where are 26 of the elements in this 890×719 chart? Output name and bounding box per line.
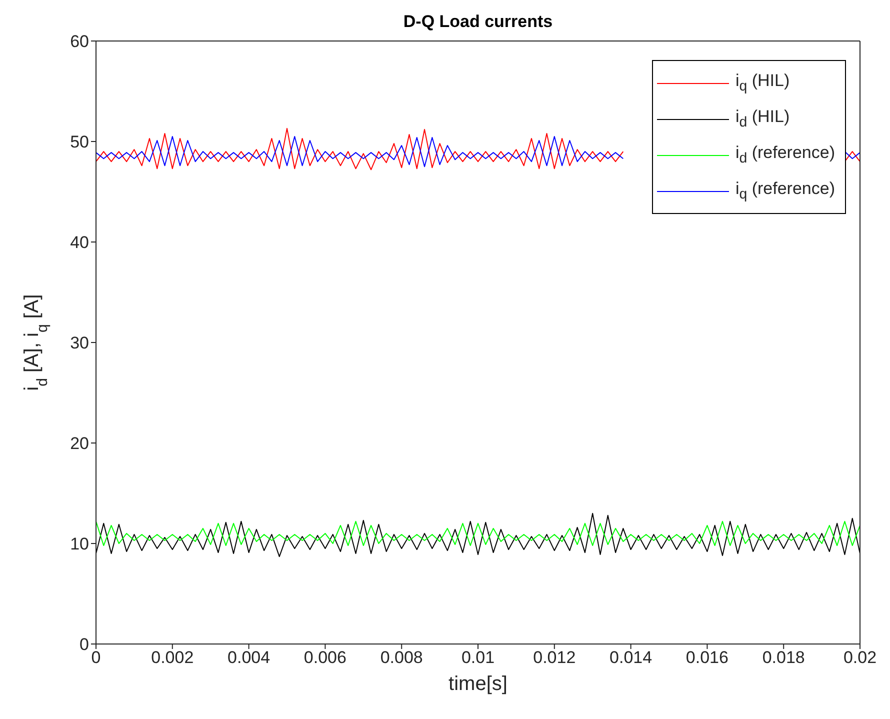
legend-label: i$_{d}$ (HIL) [735,107,790,131]
y-tick-label: 10 [70,534,89,554]
x-tick-label: 0.01 [461,648,495,668]
x-tick-label: 0 [91,648,101,668]
x-axis-title: time[s] [448,673,508,695]
x-tick-label: 0.002 [151,648,194,668]
x-tick-label: 0.008 [380,648,423,668]
line-series [96,520,860,546]
y-tick-label: 30 [70,334,89,353]
y-tick-label: 20 [70,434,89,454]
y-tick-label: 40 [70,233,89,252]
y-tick-label: 60 [70,32,89,52]
x-tick-label: 0.014 [610,648,652,668]
legend-label: i$_{q}$ (HIL) [735,71,790,95]
x-tick-label: 0.012 [533,648,576,668]
x-tick-label: 0.02 [843,648,877,668]
legend-label: i$_{d}$ (reference) [735,143,835,167]
x-tick-label: 0.018 [762,648,805,668]
x-tick-label: 0.004 [228,648,270,668]
legend-label: i$_{q}$ (reference) [735,179,835,203]
y-tick-label: 0 [80,635,89,654]
line-series [96,512,860,558]
y-tick-label: 50 [70,132,89,152]
x-tick-label: 0.016 [686,648,728,668]
chart-title: D-Q Load currents [402,12,554,32]
x-tick-label: 0.006 [304,648,346,668]
